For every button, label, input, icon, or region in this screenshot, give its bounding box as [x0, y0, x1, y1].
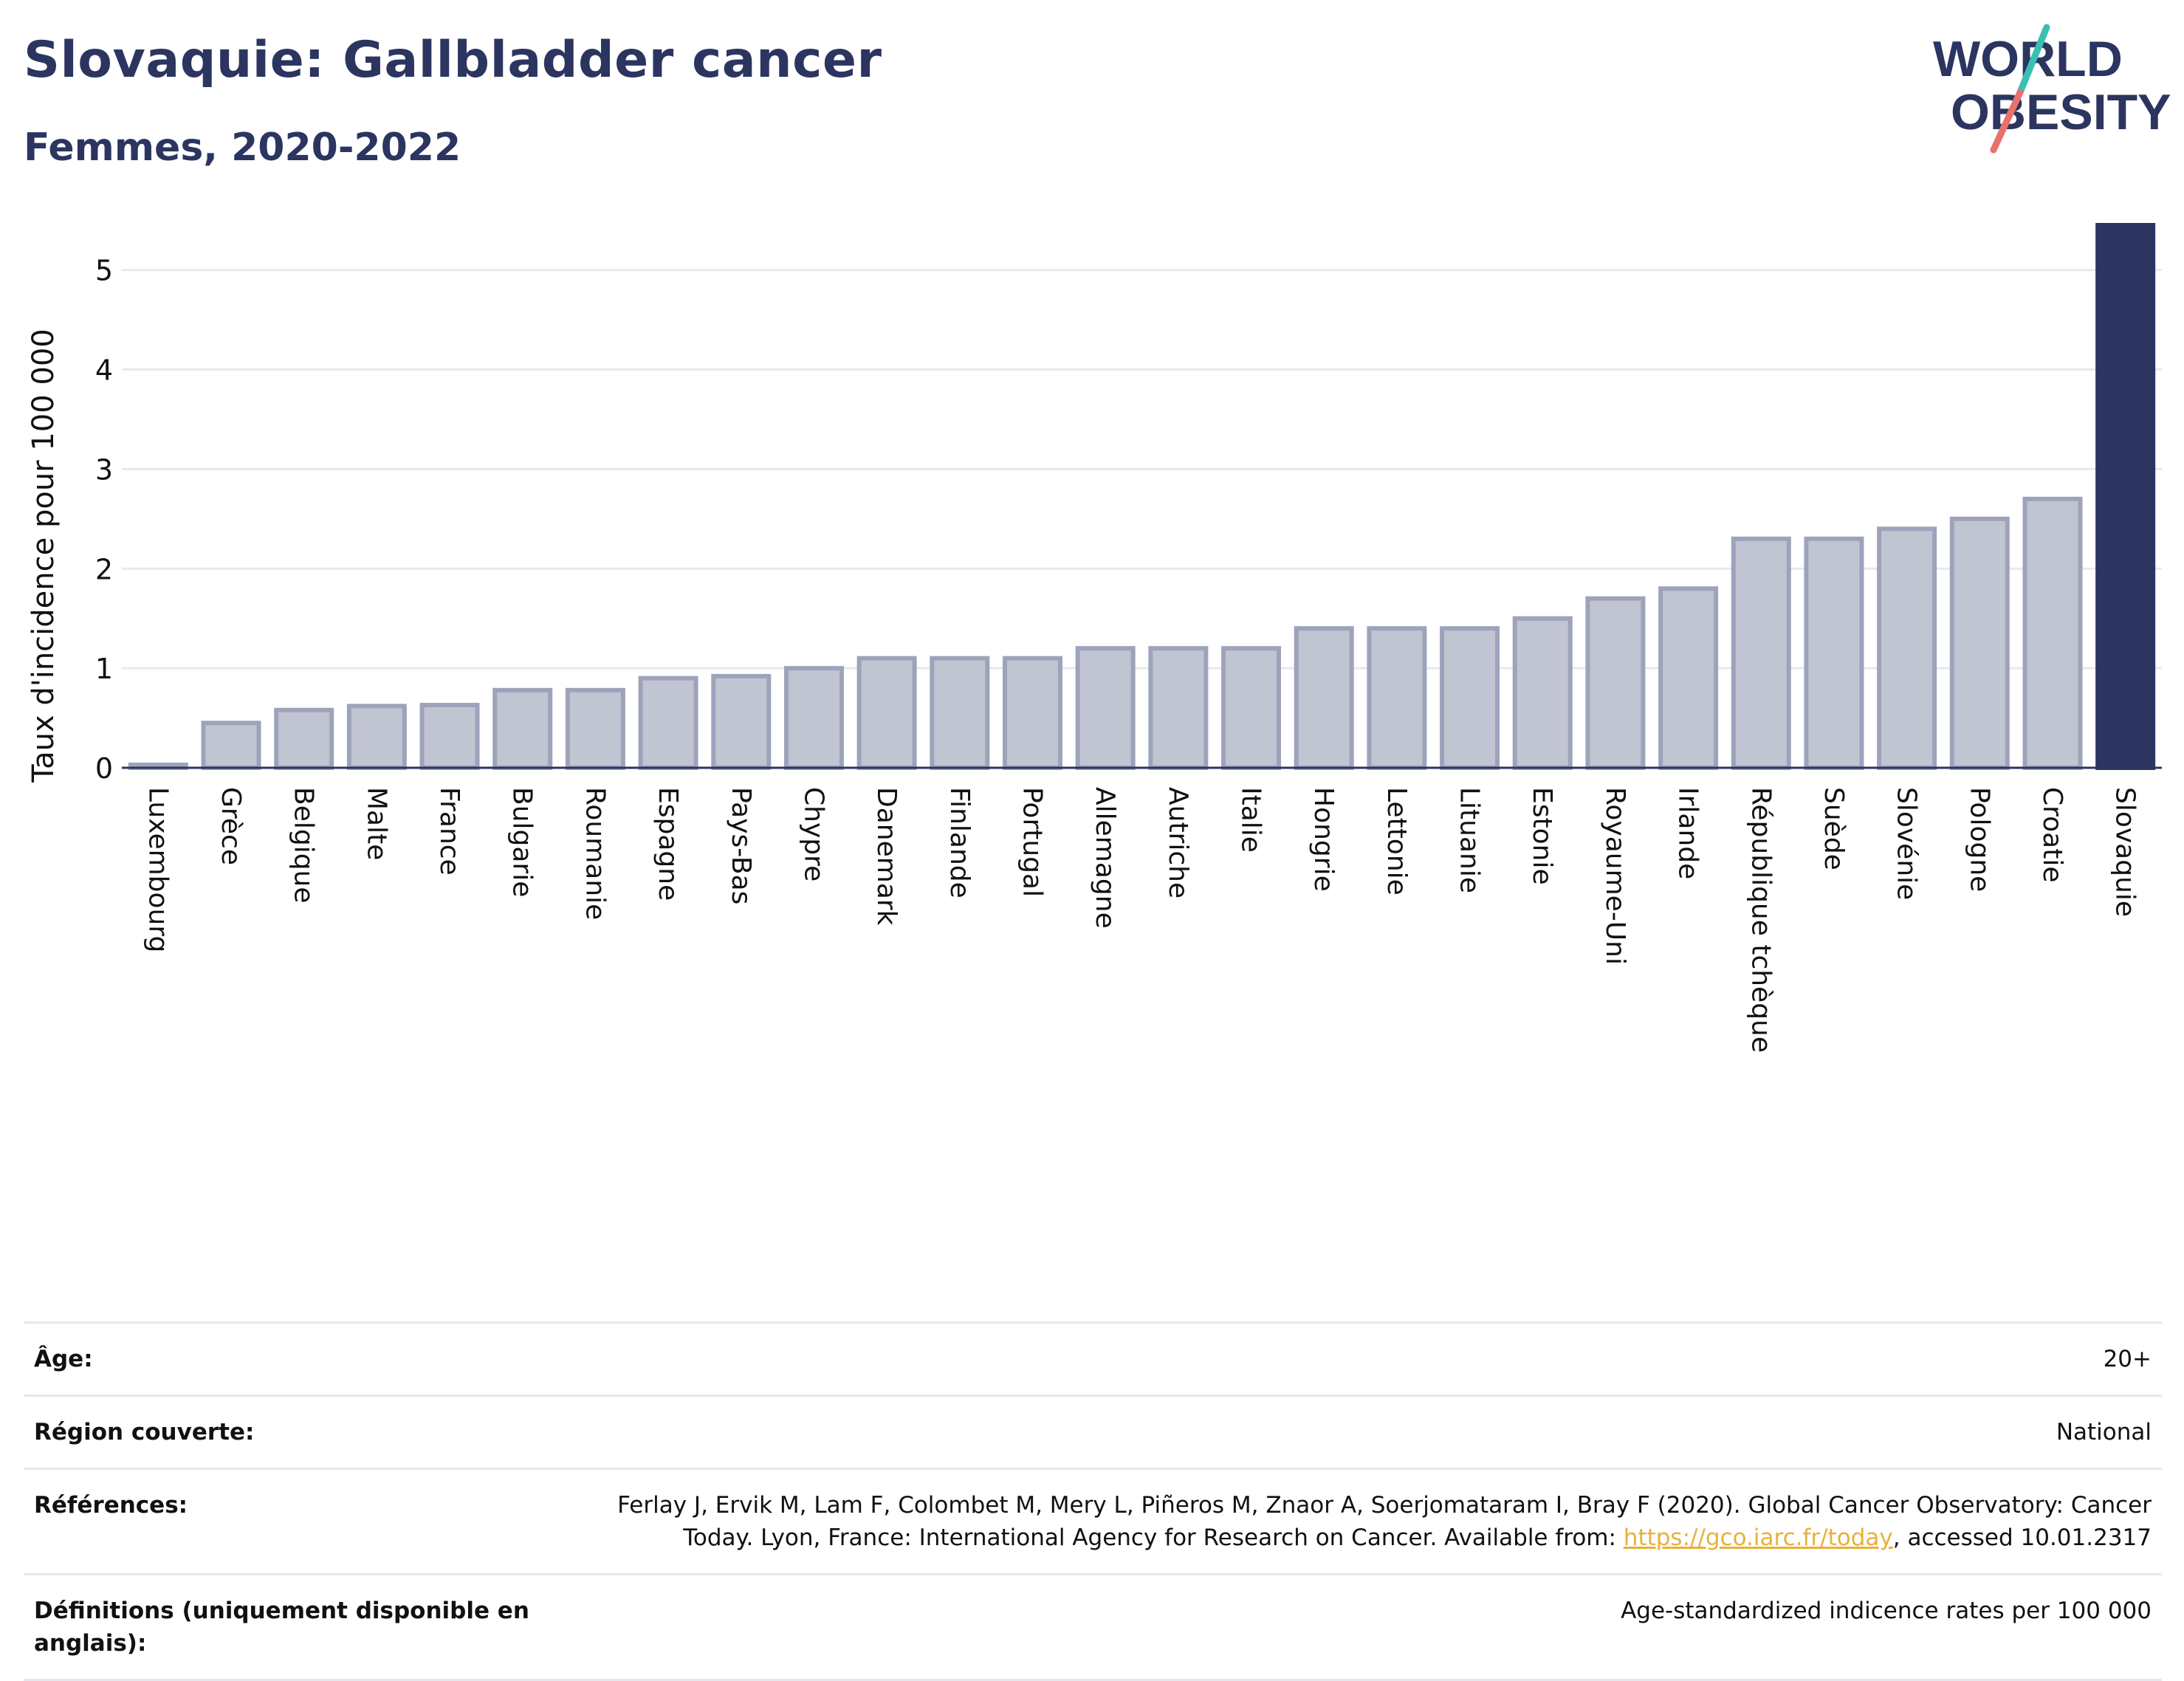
- chart-title: Slovaquie: Gallbladder cancer: [24, 31, 882, 89]
- info-row-age: Âge: 20+: [24, 1321, 2162, 1395]
- bar-belgique: [274, 707, 334, 771]
- info-label: Références:: [34, 1492, 188, 1519]
- info-label: Définitions (uniquement disponible en an…: [34, 1598, 529, 1657]
- info-value: National: [2056, 1419, 2152, 1445]
- bar-france: [419, 703, 480, 770]
- bar-irlande: [1658, 586, 1719, 770]
- logo-slash-bottom: [1990, 89, 2024, 154]
- y-tick-label: 3: [95, 453, 113, 486]
- bar-espagne: [638, 676, 698, 770]
- x-tick-label: Roumanie: [580, 787, 610, 920]
- x-tick-label: Malte: [361, 787, 391, 860]
- bar-italie: [1221, 646, 1282, 771]
- x-tick-label: Allemagne: [1090, 787, 1120, 929]
- x-tick-label: Estonie: [1527, 787, 1557, 885]
- x-tick-label: Pays-Bas: [726, 787, 756, 904]
- x-tick-label: Belgique: [289, 787, 319, 904]
- bar-chypre: [783, 666, 844, 771]
- x-tick-label: Slovénie: [1892, 787, 1922, 900]
- info-value: Ferlay J, Ervik M, Lam F, Colombet M, Me…: [601, 1489, 2152, 1554]
- x-tick-label: Hongrie: [1308, 787, 1339, 892]
- x-tick-labels: Luxembourg Grèce Belgique Malte France Bulgar…: [142, 787, 2140, 1053]
- x-tick-label: France: [434, 787, 464, 876]
- bar-pologne: [1949, 516, 2010, 771]
- bar-suède: [1804, 536, 1864, 770]
- x-tick-label: Luxembourg: [142, 787, 173, 952]
- bar-hongrie: [1294, 626, 1354, 771]
- chart-subtitle: Femmes, 2020-2022: [24, 126, 461, 170]
- bar-allemagne: [1075, 646, 1136, 771]
- y-tick-labels: 0 1 2 3 4 5: [95, 255, 113, 785]
- bar-slovaquie: [2095, 223, 2156, 770]
- bar-lettonie: [1367, 626, 1427, 771]
- x-tick-label: Portugal: [1017, 787, 1047, 897]
- bar-finlande: [930, 656, 990, 770]
- info-table: Âge: 20+ Région couverte: National Référ…: [24, 1321, 2162, 1681]
- bar-chart: 0 1 2 3 4 5 Luxembourg Grèce Belgique Malte Franc…: [27, 223, 2162, 1053]
- bar-malte: [346, 704, 407, 770]
- bars: [128, 223, 2156, 771]
- y-tick-label: 0: [95, 752, 113, 785]
- y-tick-label: 4: [95, 354, 113, 387]
- y-axis-label: Taux d'incidence pour 100 000: [27, 329, 61, 783]
- bar-portugal: [1002, 656, 1062, 770]
- x-tick-label: République tchèque: [1745, 787, 1776, 1053]
- y-tick-label: 1: [95, 653, 113, 685]
- x-tick-label: Autriche: [1163, 787, 1193, 898]
- x-tick-label: Royaume-Uni: [1600, 787, 1630, 965]
- info-value: 20+: [2103, 1346, 2152, 1372]
- info-value: Age-standardized indicence rates per 100…: [1621, 1598, 2152, 1624]
- x-tick-label: Slovaquie: [2110, 787, 2140, 917]
- x-tick-label: Lettonie: [1381, 787, 1412, 895]
- reference-link[interactable]: https://gco.iarc.fr/today: [1623, 1524, 1893, 1551]
- bar-croatie: [2022, 496, 2083, 771]
- x-tick-label: Lituanie: [1455, 787, 1485, 893]
- logo-slash-top: [2016, 24, 2050, 96]
- x-tick-label: Croatie: [2037, 787, 2067, 883]
- x-tick-label: Chypre: [798, 787, 828, 881]
- y-tick-label: 2: [95, 553, 113, 585]
- info-row-definitions: Définitions (uniquement disponible en an…: [24, 1573, 2162, 1681]
- bar-danemark: [856, 656, 917, 770]
- x-tick-label: Suède: [1819, 787, 1849, 870]
- x-tick-label: Irlande: [1673, 787, 1703, 879]
- bar-pays-bas: [711, 673, 772, 771]
- x-tick-label: Italie: [1236, 787, 1266, 853]
- bar-royaume-uni: [1585, 596, 1646, 770]
- info-row-region: Région couverte: National: [24, 1395, 2162, 1468]
- world-obesity-logo: WORLD OBESITY: [1933, 24, 2171, 154]
- reference-suffix: , accessed 10.01.2317: [1892, 1524, 2152, 1551]
- bar-slovénie: [1877, 526, 1937, 770]
- info-label: Région couverte:: [34, 1419, 255, 1445]
- bar-république-tchèque: [1731, 536, 1791, 770]
- bar-bulgarie: [492, 687, 553, 770]
- bar-estonie: [1512, 616, 1573, 770]
- x-tick-label: Bulgarie: [507, 787, 538, 897]
- logo-line2: OBESITY: [1951, 84, 2171, 140]
- bar-grèce: [201, 721, 261, 771]
- x-tick-label: Grèce: [216, 787, 246, 865]
- x-tick-label: Pologne: [1964, 787, 1994, 892]
- reference-text: Ferlay J, Ervik M, Lam F, Colombet M, Me…: [617, 1492, 2152, 1551]
- x-tick-label: Danemark: [871, 787, 902, 926]
- x-tick-label: Espagne: [653, 787, 683, 901]
- bar-lituanie: [1440, 626, 1500, 771]
- bar-roumanie: [565, 687, 625, 770]
- info-row-references: Références: Ferlay J, Ervik M, Lam F, Co…: [24, 1468, 2162, 1573]
- y-tick-label: 5: [95, 255, 113, 287]
- info-label: Âge:: [34, 1346, 93, 1372]
- bar-autriche: [1148, 646, 1209, 771]
- x-tick-label: Finlande: [944, 787, 975, 898]
